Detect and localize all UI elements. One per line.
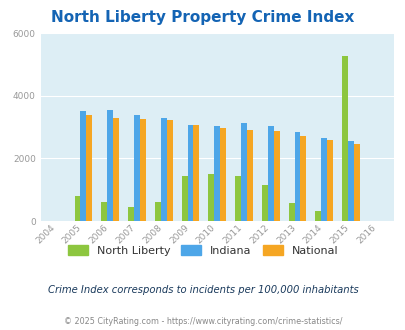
Bar bbox=[267, 126, 273, 221]
Bar bbox=[300, 136, 305, 221]
Bar bbox=[326, 140, 332, 221]
Bar bbox=[347, 141, 353, 221]
Bar bbox=[214, 126, 220, 221]
Bar bbox=[241, 123, 246, 221]
Bar bbox=[261, 185, 267, 221]
Bar bbox=[86, 115, 92, 221]
Bar bbox=[341, 55, 347, 221]
Bar bbox=[166, 120, 172, 221]
Bar bbox=[101, 202, 107, 221]
Bar bbox=[154, 202, 160, 221]
Bar bbox=[128, 207, 134, 221]
Bar bbox=[234, 176, 241, 221]
Bar bbox=[294, 132, 300, 221]
Bar bbox=[75, 196, 80, 221]
Bar bbox=[288, 203, 294, 221]
Bar bbox=[187, 124, 193, 221]
Bar bbox=[273, 131, 279, 221]
Bar bbox=[315, 211, 320, 221]
Bar bbox=[208, 174, 214, 221]
Bar bbox=[140, 119, 145, 221]
Bar bbox=[107, 111, 113, 221]
Bar bbox=[134, 115, 140, 221]
Text: North Liberty Property Crime Index: North Liberty Property Crime Index bbox=[51, 10, 354, 25]
Legend: North Liberty, Indiana, National: North Liberty, Indiana, National bbox=[63, 241, 342, 260]
Bar bbox=[160, 118, 166, 221]
Bar bbox=[353, 144, 359, 221]
Bar bbox=[113, 118, 119, 221]
Bar bbox=[80, 112, 86, 221]
Bar bbox=[220, 128, 226, 221]
Text: Crime Index corresponds to incidents per 100,000 inhabitants: Crime Index corresponds to incidents per… bbox=[47, 285, 358, 295]
Text: © 2025 CityRating.com - https://www.cityrating.com/crime-statistics/: © 2025 CityRating.com - https://www.city… bbox=[64, 317, 341, 326]
Bar bbox=[246, 130, 252, 221]
Bar bbox=[181, 176, 187, 221]
Bar bbox=[193, 125, 199, 221]
Bar bbox=[320, 138, 326, 221]
